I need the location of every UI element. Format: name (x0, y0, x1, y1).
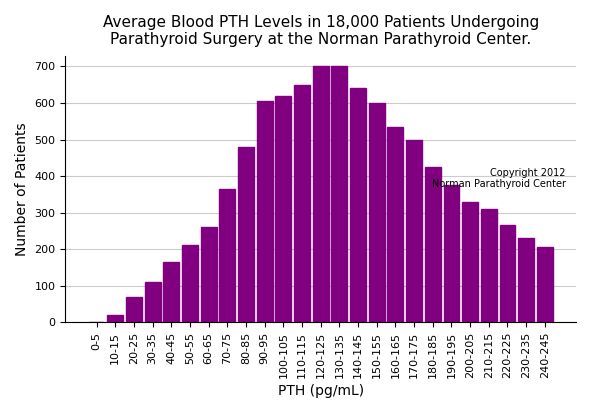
Bar (163, 262, 179, 322)
Bar (201, 227, 216, 322)
Bar (145, 282, 161, 322)
Bar (238, 147, 254, 322)
Bar (313, 66, 329, 322)
Bar (256, 101, 272, 322)
Bar (518, 238, 534, 322)
Bar (275, 96, 291, 322)
X-axis label: PTH (pg/mL): PTH (pg/mL) (278, 384, 364, 398)
Y-axis label: Number of Patients: Number of Patients (15, 122, 29, 256)
Bar (537, 247, 553, 322)
Bar (219, 189, 235, 322)
Text: Copyright 2012
Norman Parathyroid Center: Copyright 2012 Norman Parathyroid Center (432, 168, 566, 189)
Bar (406, 140, 422, 322)
Title: Average Blood PTH Levels in 18,000 Patients Undergoing
Parathyroid Surgery at th: Average Blood PTH Levels in 18,000 Patie… (103, 15, 539, 47)
Bar (443, 185, 459, 322)
Bar (481, 209, 497, 322)
Bar (126, 297, 142, 322)
Bar (425, 167, 441, 322)
Bar (182, 245, 198, 322)
Bar (350, 88, 366, 322)
Bar (332, 66, 348, 322)
Bar (462, 202, 478, 322)
Bar (388, 127, 403, 322)
Bar (294, 85, 310, 322)
Bar (369, 103, 385, 322)
Bar (108, 315, 123, 322)
Bar (499, 225, 515, 322)
